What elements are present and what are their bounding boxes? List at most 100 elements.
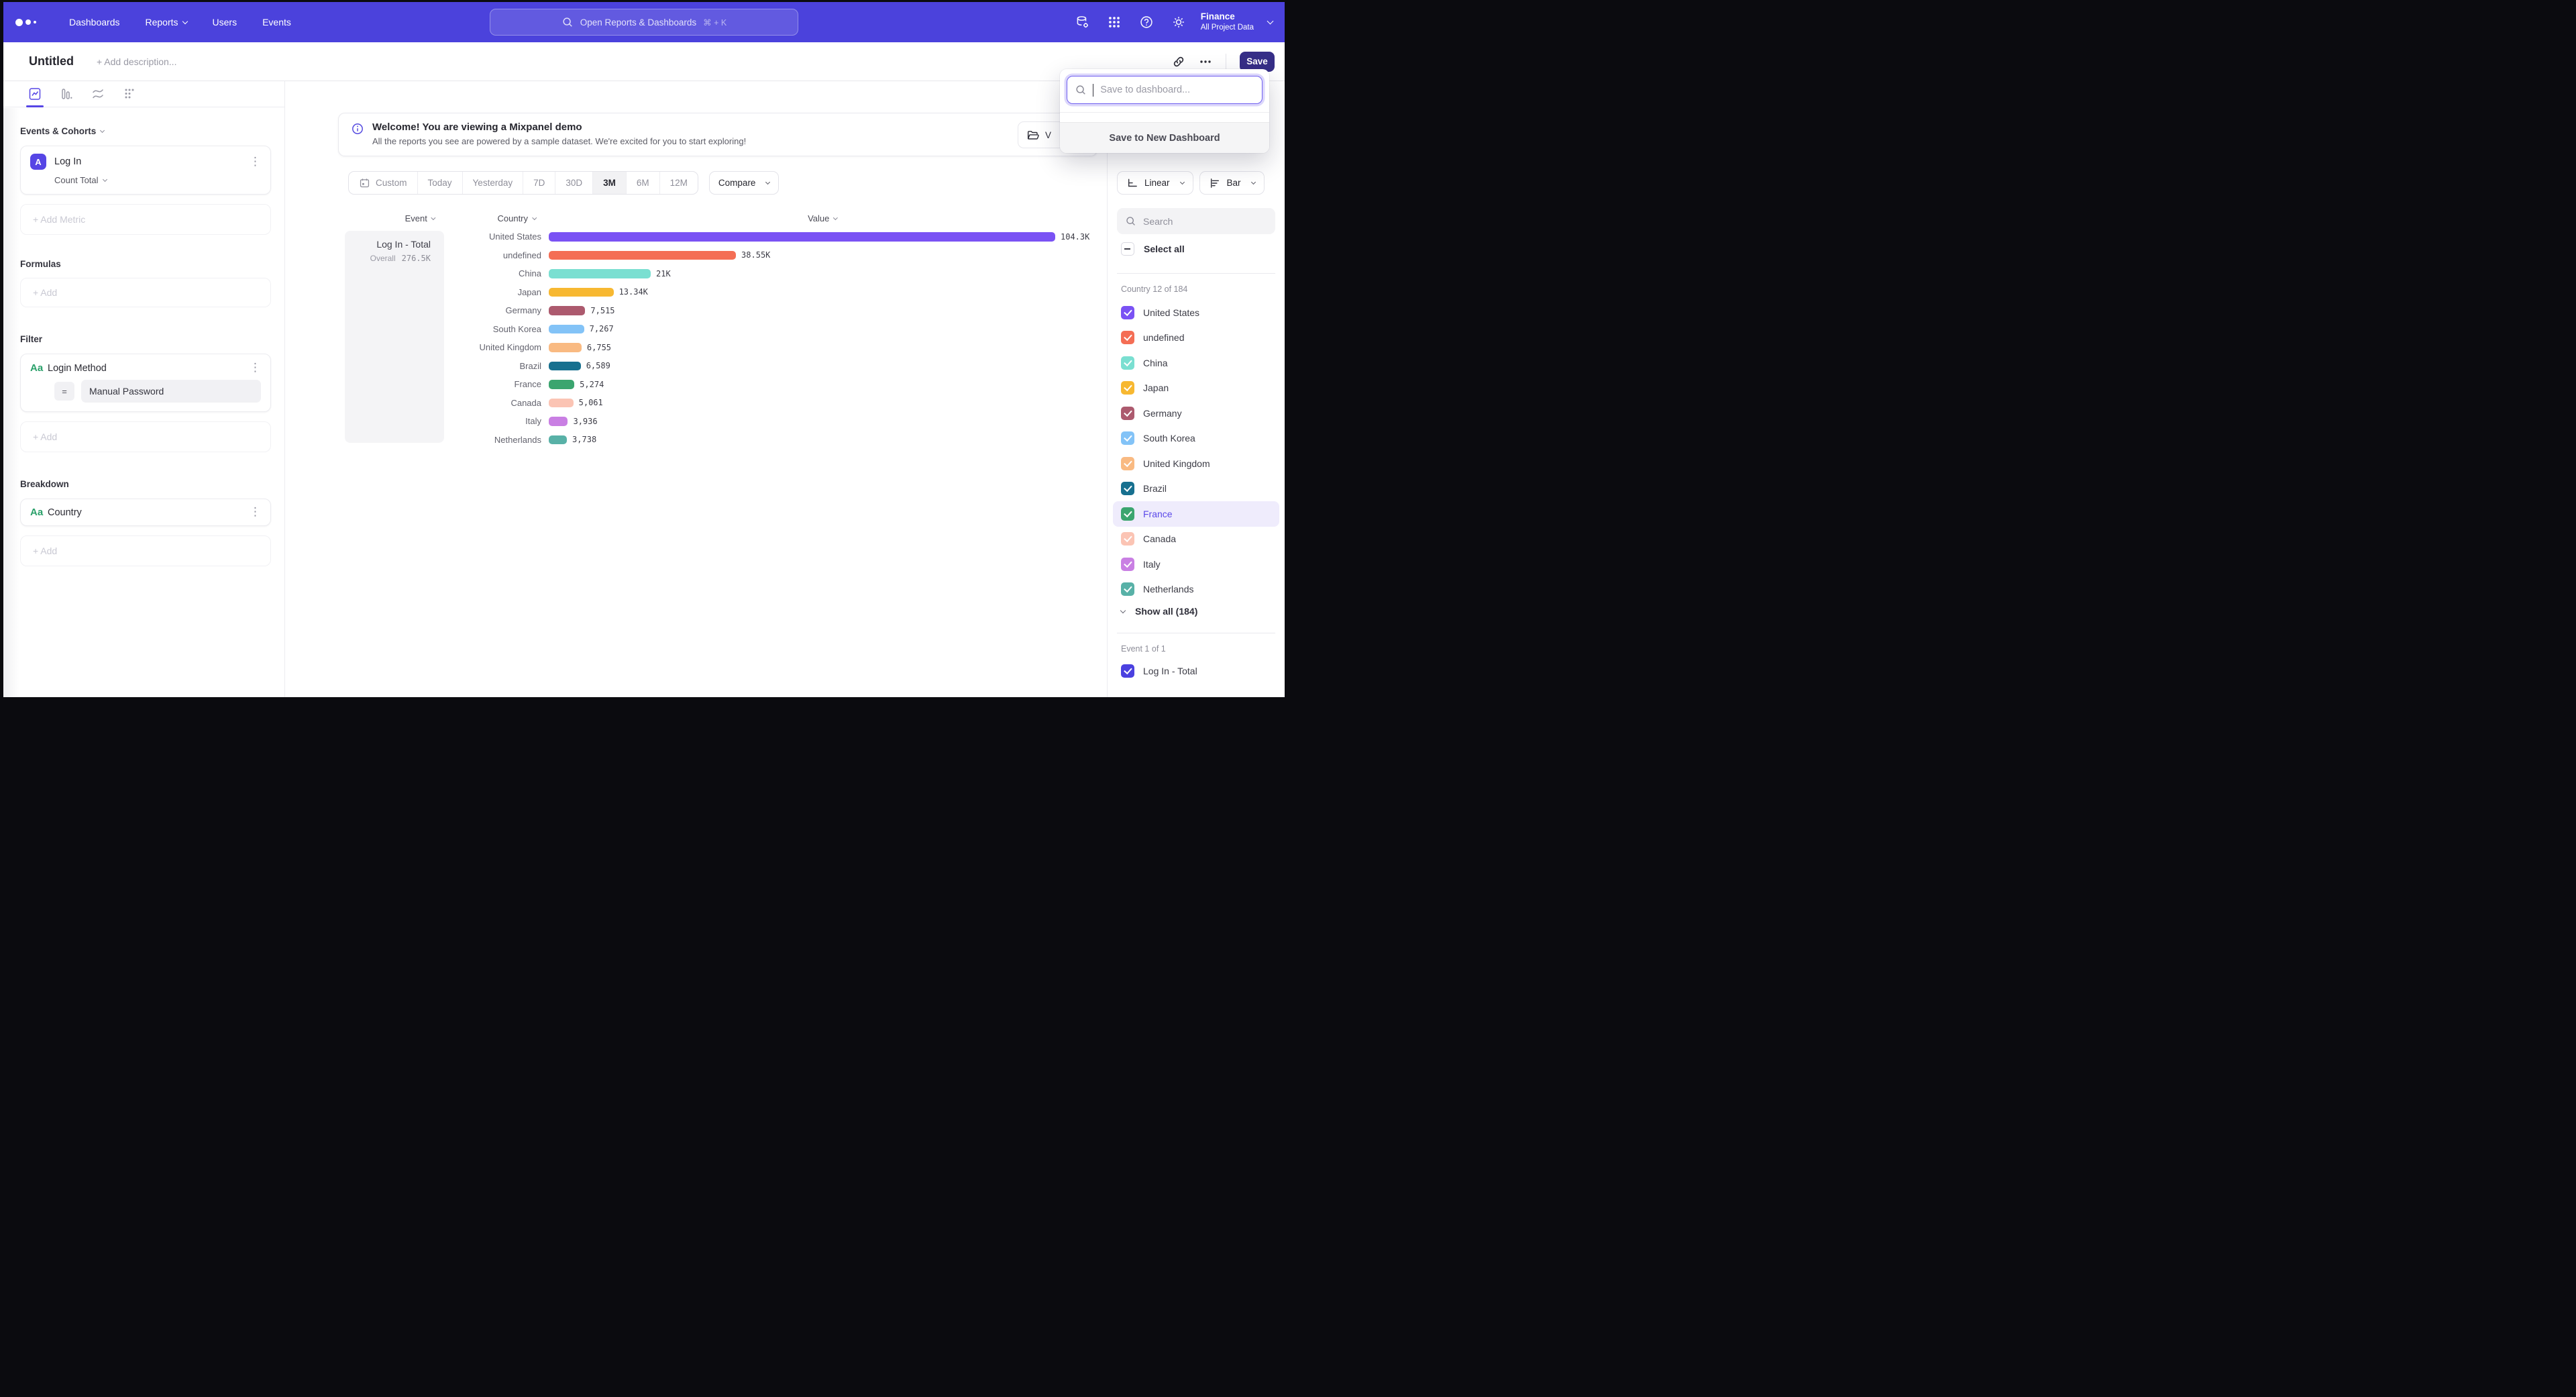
global-search-button[interactable]: Open Reports & Dashboards ⌘ + K bbox=[490, 9, 798, 36]
filter-operator[interactable]: = bbox=[54, 382, 74, 401]
chart-bar[interactable] bbox=[549, 343, 582, 352]
nav-item[interactable]: Dashboards bbox=[69, 17, 120, 28]
value-scale-button[interactable]: Linear bbox=[1117, 171, 1193, 195]
mixpanel-logo[interactable] bbox=[15, 18, 50, 26]
country-filter-item[interactable]: Brazil bbox=[1113, 476, 1279, 502]
country-filter-item[interactable]: United States bbox=[1113, 300, 1279, 325]
country-checkbox[interactable] bbox=[1121, 431, 1134, 446]
add-formula-button[interactable]: + Add bbox=[20, 278, 271, 307]
chart-bar[interactable] bbox=[549, 361, 581, 370]
chart-bar[interactable] bbox=[549, 417, 568, 426]
country-checkbox[interactable] bbox=[1121, 356, 1134, 370]
tab-flows[interactable] bbox=[122, 87, 137, 101]
country-filter-item[interactable]: Germany bbox=[1113, 401, 1279, 426]
nav-item[interactable]: Users bbox=[212, 17, 237, 28]
country-checkbox[interactable] bbox=[1121, 507, 1134, 521]
chart-type-button[interactable]: Bar bbox=[1199, 171, 1265, 195]
date-range-option[interactable]: Custom bbox=[349, 172, 418, 194]
nav-item[interactable]: Reports bbox=[146, 17, 188, 28]
date-range-option[interactable]: Yesterday bbox=[463, 172, 524, 194]
metric-event-name[interactable]: Log In bbox=[54, 156, 82, 167]
filter-value-field[interactable]: Manual Password bbox=[81, 380, 261, 403]
country-filter-item[interactable]: undefined bbox=[1113, 325, 1279, 351]
chart-bar[interactable] bbox=[549, 306, 586, 315]
country-filter-item[interactable]: China bbox=[1113, 350, 1279, 376]
show-all-toggle[interactable]: Show all (184) bbox=[1120, 606, 1197, 617]
ellipsis-icon[interactable] bbox=[1199, 55, 1212, 68]
metric-card[interactable]: A Log In ⋮ Count Total bbox=[20, 146, 271, 195]
country-checkbox[interactable] bbox=[1121, 381, 1134, 395]
country-filter-item[interactable]: Canada bbox=[1113, 527, 1279, 552]
breakdown-property-name[interactable]: Country bbox=[48, 507, 82, 518]
country-filter-item[interactable]: South Korea bbox=[1113, 426, 1279, 452]
date-range-option[interactable]: 6M bbox=[627, 172, 660, 194]
legend-event-item[interactable]: Log In - Total bbox=[1121, 664, 1197, 678]
add-metric-button[interactable]: + Add Metric bbox=[20, 204, 271, 235]
chart-row-value-label: 3,936 bbox=[573, 416, 598, 426]
aggregation-selector[interactable]: Count Total bbox=[21, 170, 270, 194]
country-filter-item[interactable]: Japan bbox=[1113, 376, 1279, 401]
event-checkbox[interactable] bbox=[1121, 664, 1134, 678]
chart-bar[interactable] bbox=[549, 435, 568, 444]
date-range-option[interactable]: 30D bbox=[555, 172, 594, 194]
add-breakdown-button[interactable]: + Add bbox=[20, 535, 271, 566]
nav-item[interactable]: Events bbox=[262, 17, 291, 28]
events-cohorts-heading[interactable]: Events & Cohorts bbox=[20, 126, 271, 136]
country-checkbox[interactable] bbox=[1121, 482, 1134, 496]
filter-property-name[interactable]: Login Method bbox=[48, 362, 107, 374]
column-header-country[interactable]: Country bbox=[497, 213, 537, 223]
date-range-option[interactable]: 3M bbox=[593, 172, 627, 194]
country-filter-item[interactable]: Italy bbox=[1113, 552, 1279, 577]
tab-retention[interactable] bbox=[91, 87, 105, 101]
legend-search-input[interactable]: Search bbox=[1117, 208, 1275, 234]
save-button[interactable]: Save bbox=[1240, 51, 1275, 72]
save-dashboard-search-input[interactable]: Save to dashboard... bbox=[1067, 76, 1263, 104]
country-checkbox[interactable] bbox=[1121, 305, 1134, 319]
date-range-option[interactable]: 7D bbox=[523, 172, 556, 194]
country-filter-item[interactable]: France bbox=[1113, 501, 1279, 527]
column-header-event[interactable]: Event bbox=[405, 213, 436, 223]
report-title[interactable]: Untitled bbox=[29, 54, 74, 68]
apps-grid-icon[interactable] bbox=[1107, 15, 1122, 30]
breakdown-card[interactable]: Aa Country ⋮ bbox=[20, 499, 271, 526]
country-filter-item[interactable]: United Kingdom bbox=[1113, 451, 1279, 476]
chart-bar[interactable] bbox=[549, 324, 584, 333]
chart-row-country-label: Japan bbox=[517, 287, 541, 297]
project-switcher[interactable]: Finance All Project Data bbox=[1201, 11, 1274, 32]
country-checkbox[interactable] bbox=[1121, 532, 1134, 546]
tab-funnels[interactable] bbox=[59, 87, 74, 101]
gear-icon[interactable] bbox=[1171, 15, 1186, 30]
save-to-new-dashboard-button[interactable]: Save to New Dashboard bbox=[1060, 122, 1269, 153]
chart-bar[interactable] bbox=[549, 269, 651, 278]
chart-bar[interactable] bbox=[549, 380, 575, 389]
add-filter-button[interactable]: + Add bbox=[20, 421, 271, 452]
kebab-menu-icon[interactable]: ⋮ bbox=[250, 361, 261, 374]
country-checkbox[interactable] bbox=[1121, 456, 1134, 470]
kebab-menu-icon[interactable]: ⋮ bbox=[250, 154, 261, 168]
date-range-option[interactable]: Today bbox=[418, 172, 463, 194]
chart-bar[interactable] bbox=[549, 398, 574, 407]
link-icon[interactable] bbox=[1172, 55, 1185, 68]
chart-bar[interactable] bbox=[549, 232, 1055, 242]
event-summary-card[interactable]: Log In - Total Overall 276.5K bbox=[345, 231, 444, 443]
tab-insights[interactable] bbox=[26, 87, 44, 107]
help-icon[interactable] bbox=[1139, 15, 1154, 30]
data-settings-icon[interactable] bbox=[1075, 15, 1089, 30]
country-checkbox[interactable] bbox=[1121, 331, 1134, 345]
chart-row: Canada 5,061 bbox=[445, 394, 1104, 413]
select-all-row[interactable]: Select all bbox=[1121, 242, 1185, 256]
country-filter-item[interactable]: Netherlands bbox=[1113, 577, 1279, 603]
select-all-checkbox-indeterminate[interactable] bbox=[1121, 242, 1134, 256]
country-checkbox[interactable] bbox=[1121, 406, 1134, 420]
chart-bar[interactable] bbox=[549, 250, 737, 260]
country-checkbox[interactable] bbox=[1121, 557, 1134, 571]
date-range-option[interactable]: 12M bbox=[669, 178, 688, 188]
kebab-menu-icon[interactable]: ⋮ bbox=[250, 505, 261, 519]
country-checkbox[interactable] bbox=[1121, 582, 1134, 597]
compare-button[interactable]: Compare bbox=[708, 171, 780, 195]
filter-card[interactable]: Aa Login Method ⋮ = Manual Password bbox=[20, 354, 271, 412]
chart-bar[interactable] bbox=[549, 287, 614, 297]
column-header-value[interactable]: Value bbox=[808, 213, 838, 223]
add-description-field[interactable]: + Add description... bbox=[97, 56, 177, 67]
banner-body: All the reports you see are powered by a… bbox=[372, 136, 747, 146]
